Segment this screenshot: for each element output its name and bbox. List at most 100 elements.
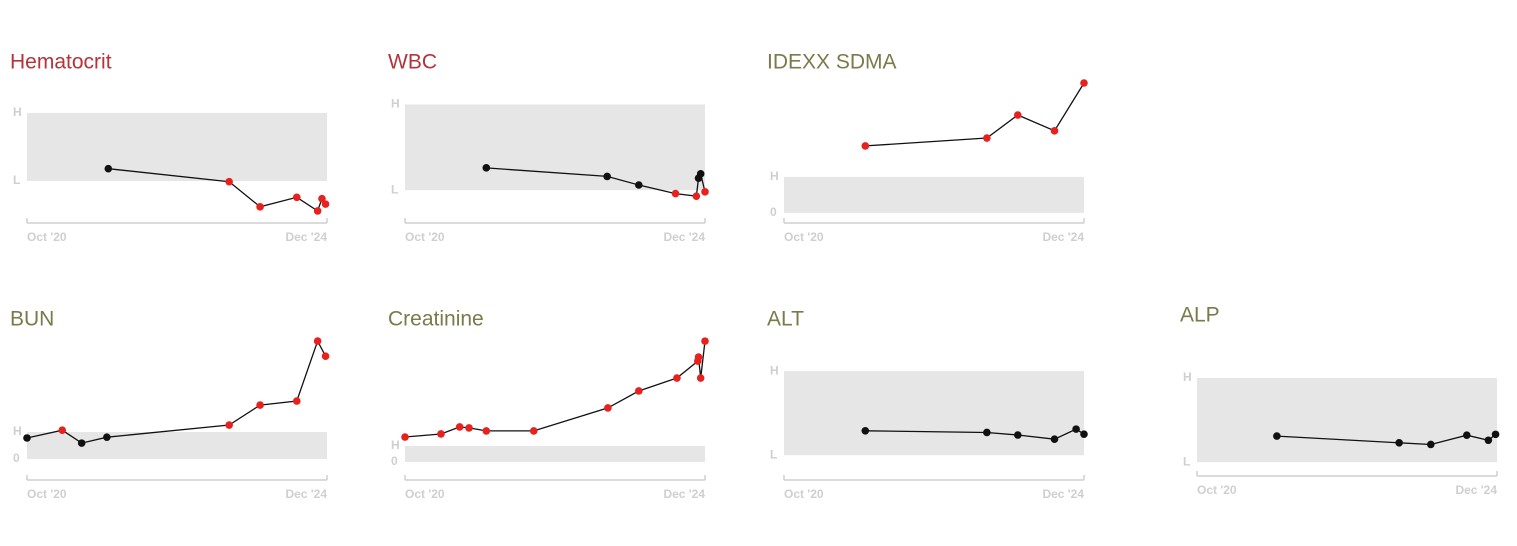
- data-point: [861, 427, 870, 435]
- data-point: [983, 134, 991, 142]
- data-point: [321, 352, 330, 360]
- x-tick-label: Dec '24: [1455, 483, 1497, 497]
- y-tick-label: H: [391, 97, 400, 111]
- data-point: [1427, 440, 1435, 449]
- y-tick-label: 0: [13, 451, 20, 465]
- reference-band: [27, 112, 327, 181]
- chart-title: Creatinine: [388, 308, 484, 331]
- x-tick-label: Dec '24: [1042, 487, 1084, 501]
- mini-chart: Hematocrit H L Oct '20 Dec '24: [10, 51, 330, 244]
- x-tick-label: Dec '24: [663, 487, 705, 501]
- reference-band: [784, 176, 1084, 213]
- data-point: [529, 427, 538, 435]
- data-point: [696, 170, 705, 178]
- mini-chart: ALP H L Oct '20 Dec '24: [1180, 304, 1500, 497]
- data-point: [482, 164, 491, 172]
- data-point: [1080, 430, 1088, 438]
- mini-chart: IDEXX SDMA H 0 Oct '20 Dec '24: [767, 51, 1088, 244]
- x-tick-label: Oct '20: [405, 487, 445, 501]
- data-point: [701, 337, 709, 345]
- data-point: [437, 430, 445, 438]
- y-tick-label: L: [13, 173, 20, 187]
- chart-title: WBC: [388, 51, 437, 74]
- data-point: [225, 177, 233, 186]
- y-tick-label: H: [391, 438, 400, 452]
- data-point: [58, 426, 67, 434]
- data-point: [1462, 431, 1471, 440]
- data-point: [635, 387, 643, 395]
- data-point: [701, 188, 709, 196]
- data-point: [318, 194, 326, 203]
- data-point: [671, 189, 680, 198]
- data-point: [1050, 435, 1059, 444]
- data-point: [104, 164, 113, 173]
- data-point: [694, 353, 703, 361]
- x-tick-label: Oct '20: [405, 230, 445, 244]
- chart-title: Hematocrit: [10, 51, 112, 74]
- data-point: [1050, 127, 1059, 135]
- data-point: [1273, 432, 1281, 440]
- data-point: [1395, 438, 1403, 447]
- data-point: [23, 434, 31, 442]
- y-tick-label: L: [1183, 454, 1190, 468]
- data-point: [1014, 111, 1022, 119]
- x-tick-label: Oct '20: [1197, 483, 1237, 497]
- chart-title: ALT: [767, 308, 804, 331]
- chart-title: IDEXX SDMA: [767, 51, 897, 74]
- y-tick-label: 0: [391, 454, 398, 468]
- y-tick-label: 0: [770, 205, 777, 219]
- y-tick-label: H: [770, 363, 779, 377]
- x-tick-label: Oct '20: [27, 230, 67, 244]
- x-tick-label: Oct '20: [784, 230, 824, 244]
- reference-band: [405, 445, 705, 462]
- trend-line: [26, 339, 327, 444]
- x-tick-label: Dec '24: [285, 487, 327, 501]
- data-point: [692, 192, 701, 200]
- data-point: [225, 421, 233, 429]
- data-point: [861, 142, 870, 150]
- data-point: [256, 203, 264, 211]
- data-point: [983, 428, 991, 437]
- data-point: [635, 181, 643, 189]
- data-point: [1491, 430, 1500, 439]
- data-point: [292, 397, 301, 405]
- data-point: [482, 427, 491, 435]
- data-point: [1484, 436, 1493, 445]
- chart-title: ALP: [1180, 304, 1220, 327]
- data-point: [1072, 425, 1080, 433]
- data-point: [77, 439, 86, 447]
- mini-chart: BUN H 0 Oct '20 Dec '24: [10, 308, 330, 501]
- chart-title: BUN: [10, 308, 54, 331]
- x-tick-label: Dec '24: [1042, 230, 1084, 244]
- data-point: [455, 423, 464, 431]
- y-tick-label: H: [1183, 370, 1192, 384]
- trend-line: [865, 82, 1085, 147]
- data-point: [313, 337, 322, 345]
- y-tick-label: H: [770, 169, 779, 183]
- data-point: [321, 200, 330, 208]
- y-tick-label: L: [770, 447, 777, 461]
- y-tick-label: H: [13, 424, 22, 438]
- x-tick-label: Oct '20: [27, 487, 67, 501]
- data-point: [1014, 431, 1022, 439]
- data-point: [292, 193, 301, 202]
- data-point: [465, 424, 473, 432]
- data-point: [401, 433, 409, 441]
- mini-chart: WBC H L Oct '20 Dec '24: [388, 51, 709, 244]
- data-point: [604, 404, 612, 412]
- y-tick-label: H: [13, 105, 22, 119]
- reference-band: [784, 371, 1084, 456]
- mini-chart: ALT H L Oct '20 Dec '24: [767, 308, 1088, 501]
- mini-chart: Creatinine H 0 Oct '20 Dec '24: [388, 308, 709, 501]
- x-tick-label: Dec '24: [285, 230, 327, 244]
- reference-band: [27, 432, 327, 460]
- data-point: [673, 374, 681, 382]
- reference-band: [405, 104, 705, 191]
- data-point: [1080, 79, 1088, 87]
- data-point: [313, 207, 322, 215]
- data-point: [603, 172, 611, 181]
- x-tick-label: Oct '20: [784, 487, 824, 501]
- x-tick-label: Dec '24: [663, 230, 705, 244]
- data-point: [256, 401, 264, 409]
